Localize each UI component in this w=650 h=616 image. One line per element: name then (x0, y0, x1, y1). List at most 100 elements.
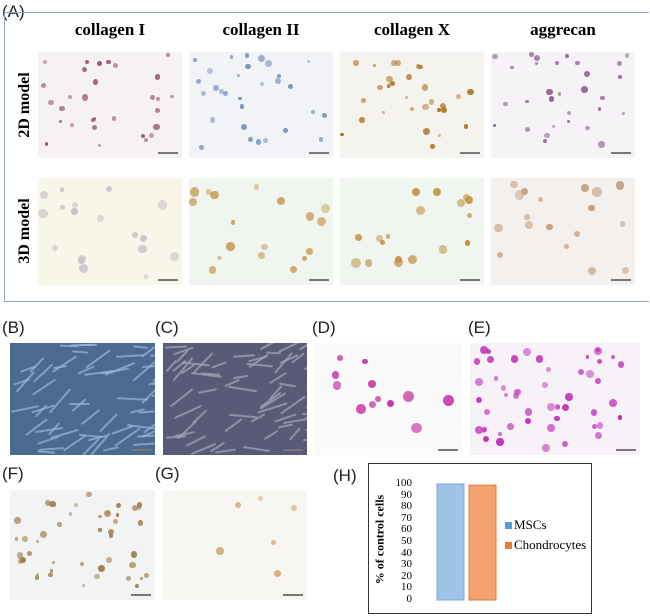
micrograph-3d-0 (38, 178, 182, 285)
cell (394, 257, 404, 268)
cell (492, 53, 498, 60)
legend-item-mscs: MSCs (505, 517, 547, 533)
cell (421, 84, 429, 91)
cell (514, 388, 521, 396)
cell (277, 74, 281, 79)
cell (73, 502, 78, 507)
cell (437, 133, 442, 138)
cell (115, 502, 121, 508)
y-tick-label: 70 (401, 511, 412, 524)
scale-bar (131, 449, 151, 451)
cell (554, 60, 559, 65)
micrograph-d (315, 343, 462, 455)
cell (49, 500, 56, 508)
y-tick-label: 40 (401, 546, 412, 559)
cell (144, 138, 148, 142)
legend-label-mscs: MSCs (514, 517, 547, 532)
scale-bar (309, 152, 329, 154)
cell (205, 189, 212, 196)
legend-swatch-mscs (505, 522, 512, 529)
cell (91, 124, 98, 131)
cell (411, 422, 422, 434)
cell (562, 404, 569, 412)
cell (226, 242, 235, 251)
cell (544, 132, 550, 139)
cell (270, 539, 276, 546)
cell (563, 243, 570, 250)
cell (542, 382, 548, 389)
cell (405, 96, 409, 100)
cell (71, 208, 78, 215)
micrograph-e (470, 343, 640, 455)
cell (592, 187, 602, 197)
cell (229, 54, 234, 59)
cell (520, 187, 529, 195)
cell (222, 90, 228, 96)
y-tick-label: 80 (401, 500, 412, 513)
cell (255, 139, 262, 145)
cell (466, 212, 473, 219)
cell (60, 204, 66, 210)
cell (217, 255, 223, 261)
cell (81, 94, 89, 101)
cell (44, 142, 49, 146)
cell (216, 547, 224, 555)
cell (480, 345, 489, 355)
cell (154, 74, 161, 80)
cell (265, 60, 272, 67)
cell (126, 575, 132, 581)
cell (143, 572, 150, 579)
row-label-2d: 2D model (16, 72, 33, 138)
cell (208, 266, 217, 274)
cell (422, 103, 429, 111)
cell (93, 79, 99, 85)
cell (52, 560, 56, 564)
cell (234, 502, 241, 509)
cell (597, 106, 602, 111)
cell (438, 245, 448, 254)
y-tick-label: 90 (401, 488, 412, 501)
cell (407, 255, 417, 265)
cell (360, 98, 366, 104)
cell (26, 550, 32, 557)
column-header-collagen-2: collagen II (222, 20, 300, 39)
scale-bar (611, 279, 631, 281)
cell (510, 66, 514, 70)
cell (59, 105, 65, 112)
cell (386, 75, 393, 83)
cell (58, 119, 62, 123)
cell (97, 143, 101, 148)
panel-a-frame (4, 12, 649, 302)
cell (587, 266, 596, 275)
cell (351, 258, 361, 268)
cell (525, 408, 533, 416)
cell (583, 71, 590, 78)
cell (130, 550, 138, 558)
cell (356, 404, 366, 414)
y-tick-label: 100 (395, 477, 413, 489)
cell (463, 124, 469, 129)
cell (69, 123, 74, 128)
cell (39, 530, 47, 538)
cell (49, 569, 54, 573)
cell (79, 562, 84, 567)
cell (59, 187, 65, 192)
cell (257, 55, 265, 63)
cell (238, 96, 242, 101)
cell (97, 60, 103, 66)
cell (503, 392, 508, 398)
cell (484, 408, 491, 415)
cell (34, 575, 40, 581)
scale-bar (309, 279, 329, 281)
cell (97, 528, 102, 533)
cell (524, 127, 530, 132)
y-tick-label: 10 (401, 581, 412, 594)
cell (464, 239, 471, 246)
cell (105, 556, 112, 563)
cell (195, 78, 201, 84)
cell (113, 63, 119, 69)
cell (274, 77, 281, 84)
cell (545, 366, 551, 372)
cell (241, 124, 248, 130)
cell (189, 187, 200, 197)
